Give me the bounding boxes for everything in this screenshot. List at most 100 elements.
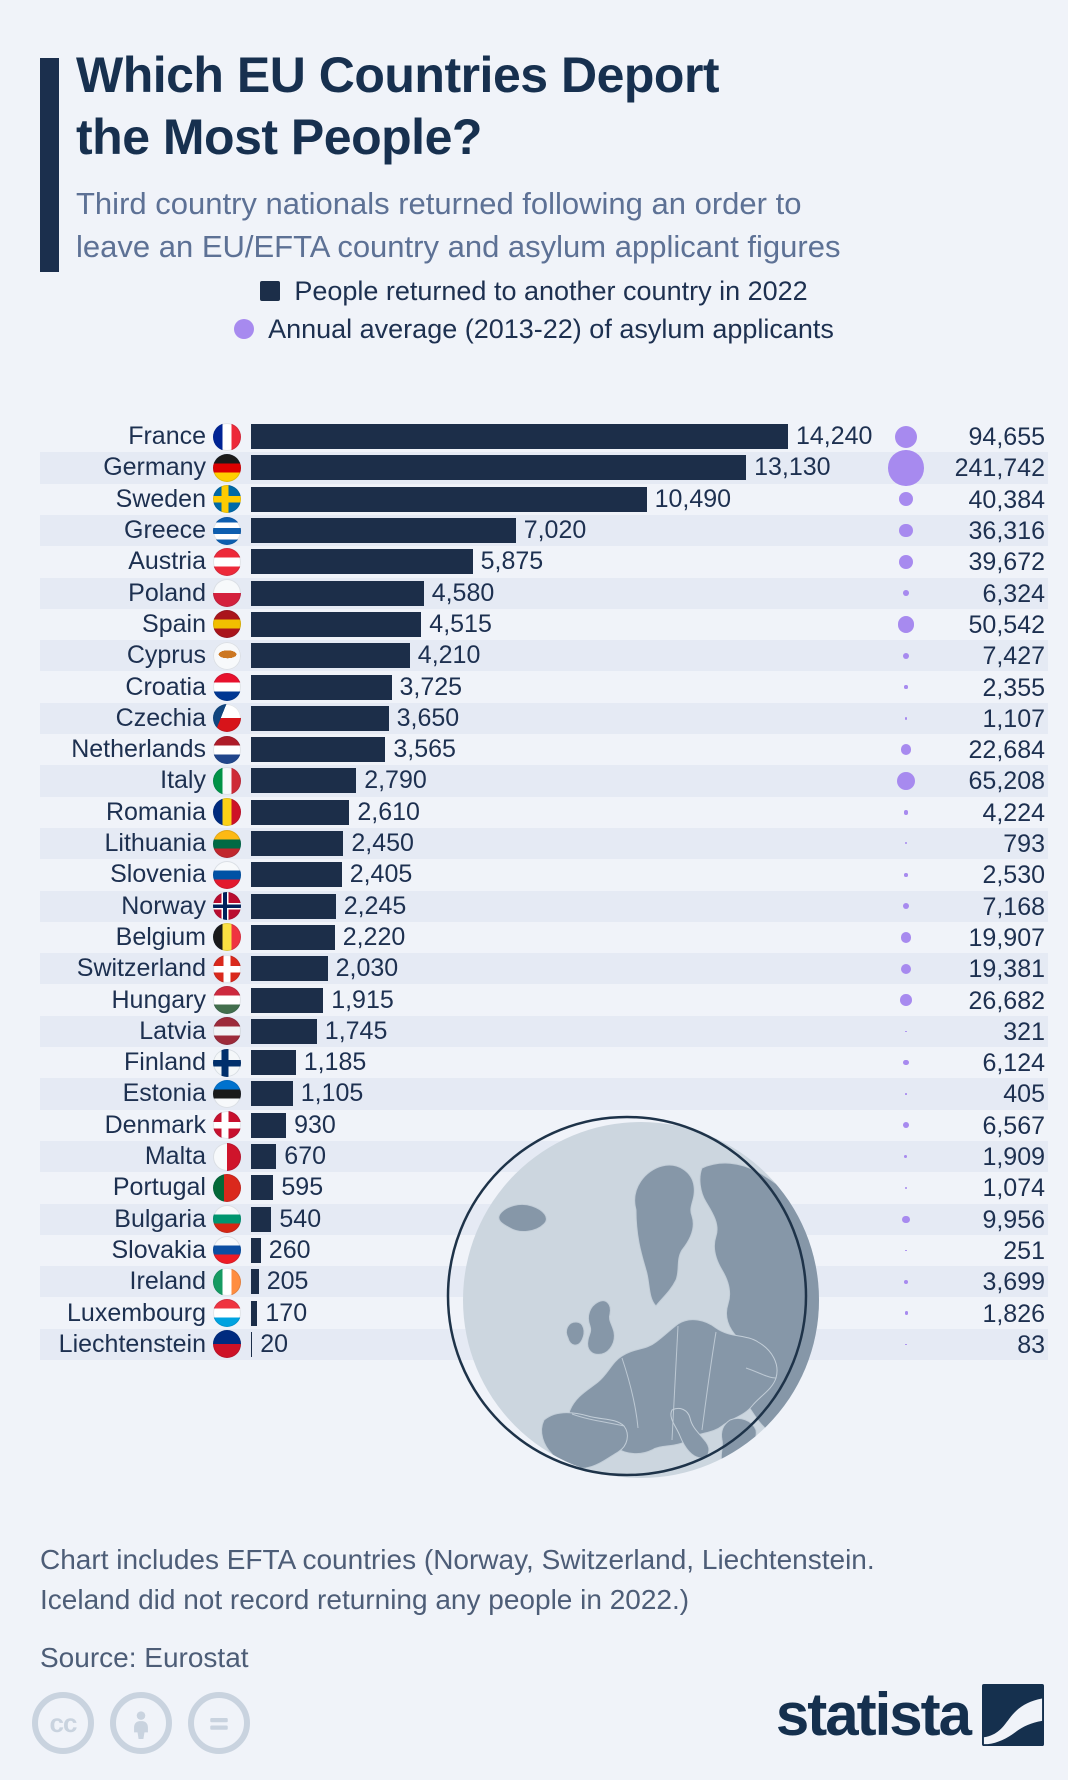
returned-value: 2,030 (335, 954, 399, 983)
returned-value: 595 (281, 1173, 324, 1202)
table-row-spain: Spain 4,515 50,542 (40, 609, 1048, 640)
asylum-value: 65,208 (968, 767, 1045, 796)
title-line-2: the Most People? (76, 109, 482, 165)
returned-value: 2,790 (364, 766, 427, 795)
asylum-dot (905, 1030, 907, 1033)
country-label: Netherlands (71, 735, 206, 764)
returned-value: 2,610 (357, 797, 420, 826)
returned-value: 1,105 (300, 1079, 364, 1108)
romania-flag-icon (213, 798, 241, 827)
country-label: Luxembourg (67, 1298, 206, 1327)
asylum-value: 19,907 (968, 923, 1045, 952)
asylum-value: 6,124 (982, 1049, 1045, 1078)
country-label: Cyprus (126, 641, 206, 670)
legend-item-asylum: Annual average (2013-22) of asylum appli… (0, 310, 1068, 348)
country-label: Spain (142, 609, 206, 638)
hungary-flag-icon (213, 986, 241, 1015)
country-label: Portugal (112, 1173, 206, 1202)
returned-value: 14,240 (796, 422, 873, 451)
table-row-france: France 14,240 94,655 (40, 421, 1048, 452)
estonia-flag-icon (213, 1079, 241, 1108)
asylum-value: 6,567 (982, 1111, 1045, 1140)
cyprus-flag-icon (213, 641, 241, 670)
returned-bar (251, 987, 324, 1013)
table-row-romania: Romania 2,610 4,224 (40, 797, 1048, 828)
asylum-dot (899, 523, 913, 538)
asylum-dot (904, 872, 908, 877)
returned-bar (251, 1144, 277, 1170)
table-row-netherlands: Netherlands 3,565 22,684 (40, 734, 1048, 765)
table-row-sweden: Sweden 10,490 40,384 (40, 484, 1048, 515)
returned-bar (251, 643, 410, 669)
asylum-value: 26,682 (968, 986, 1045, 1015)
returned-value: 670 (284, 1142, 327, 1171)
table-row-croatia: Croatia 3,725 2,355 (40, 671, 1048, 702)
table-row-norway: Norway 2,245 7,168 (40, 891, 1048, 922)
asylum-value: 2,355 (982, 673, 1045, 702)
asylum-dot (904, 1154, 908, 1159)
returned-bar (251, 1300, 258, 1326)
equal-glyph (210, 1718, 228, 1730)
country-label: Estonia (122, 1079, 206, 1108)
chart-footnote: Chart includes EFTA countries (Norway, S… (40, 1544, 875, 1615)
table-row-liechtenstein: Liechtenstein 20 83 (40, 1329, 1048, 1360)
liechtenstein-flag-icon (213, 1330, 241, 1359)
country-label: Greece (124, 516, 206, 545)
asylum-dot (904, 685, 908, 689)
asylum-dot (894, 425, 918, 448)
returned-bar (251, 611, 422, 637)
returned-value: 1,915 (331, 985, 394, 1014)
asylum-value: 83 (1017, 1330, 1045, 1359)
croatia-flag-icon (213, 673, 241, 702)
returned-value: 3,650 (396, 703, 460, 732)
portugal-flag-icon (213, 1173, 241, 1202)
page-subtitle: Third country nationals returned followi… (76, 182, 840, 268)
table-row-estonia: Estonia 1,105 405 (40, 1078, 1048, 1109)
returned-value: 4,580 (431, 578, 495, 607)
row-stripe (40, 890, 1048, 922)
legend-label: People returned to another country in 20… (294, 275, 808, 306)
country-label: Norway (121, 891, 206, 920)
country-label: Hungary (111, 985, 207, 1014)
czechia-flag-icon (213, 704, 241, 733)
statista-branding: statista (776, 1680, 1044, 1749)
returned-value: 2,405 (349, 860, 413, 889)
returned-value: 2,245 (343, 891, 407, 920)
italy-flag-icon (213, 766, 241, 795)
asylum-dot (903, 590, 909, 596)
table-row-germany: Germany 13,130 241,742 (40, 450, 1048, 486)
returned-bar (251, 956, 328, 982)
ireland-flag-icon (213, 1267, 241, 1296)
asylum-value: 50,542 (968, 610, 1045, 639)
asylum-dot (900, 932, 912, 943)
returned-value: 10,490 (654, 484, 732, 513)
country-label: Denmark (104, 1110, 206, 1139)
table-row-latvia: Latvia 1,745 321 (40, 1016, 1048, 1047)
returned-value: 930 (294, 1110, 336, 1139)
asylum-dot (903, 1122, 909, 1129)
table-row-italy: Italy 2,790 65,208 (40, 765, 1048, 796)
returned-value: 1,185 (303, 1048, 367, 1077)
returned-value: 4,515 (429, 609, 492, 638)
returned-value: 260 (268, 1235, 311, 1264)
asylum-dot (903, 903, 910, 910)
country-label: Czechia (115, 703, 206, 732)
returned-value: 3,725 (399, 672, 463, 701)
asylum-dot (904, 717, 908, 720)
asylum-value: 19,381 (968, 955, 1045, 984)
returned-bar (251, 424, 788, 450)
country-label: Lithuania (104, 829, 206, 858)
asylum-dot (900, 744, 912, 755)
bulgaria-flag-icon (213, 1205, 241, 1234)
asylum-dot (898, 554, 914, 569)
country-label: Germany (103, 453, 206, 482)
asylum-value: 7,427 (982, 642, 1045, 671)
title-line-1: Which EU Countries Deport (76, 47, 720, 103)
asylum-value: 1,074 (982, 1174, 1045, 1203)
table-row-austria: Austria 5,875 39,672 (40, 546, 1048, 577)
asylum-value: 321 (1003, 1017, 1045, 1046)
france-flag-icon (213, 422, 241, 451)
returned-bar (251, 1331, 253, 1357)
country-label: Poland (128, 578, 206, 607)
table-row-denmark: Denmark 930 6,567 (40, 1110, 1048, 1141)
